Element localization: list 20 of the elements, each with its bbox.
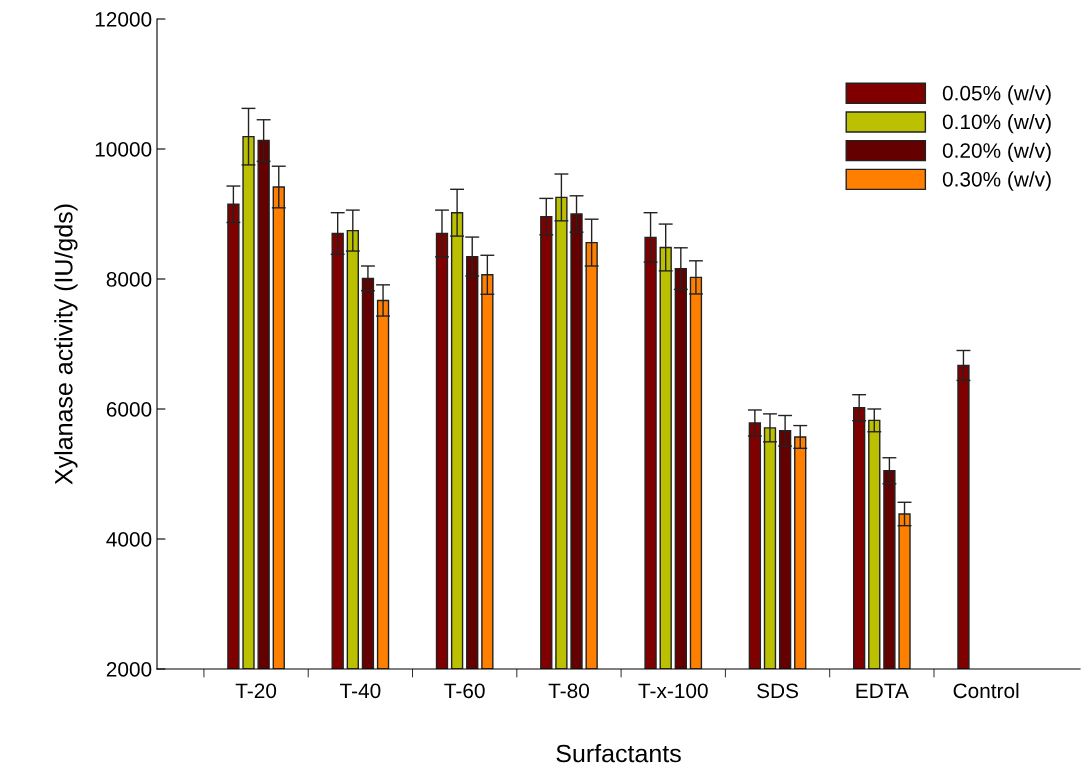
legend-label: 0.20% (w/v) xyxy=(942,142,1051,163)
y-tick-label: 12000 xyxy=(95,12,152,27)
y-tick-label: 4000 xyxy=(106,532,152,547)
y-tick-label: 6000 xyxy=(106,402,152,417)
y-tick-label: 2000 xyxy=(106,662,152,677)
x-tick-label: SDS xyxy=(757,683,799,699)
legend-label: 0.05% (w/v) xyxy=(942,85,1051,105)
x-tick-label: EDTA xyxy=(856,683,909,698)
x-tick-label: Control xyxy=(953,682,1019,699)
x-tick-label: T-60 xyxy=(444,683,485,699)
legend-label: 0.10% (w/v) xyxy=(942,113,1051,134)
x-tick-label: T-80 xyxy=(548,683,589,699)
y-tick-label: 10000 xyxy=(95,142,152,157)
x-tick-label: T-x-100 xyxy=(638,683,708,699)
x-tick-label: T-40 xyxy=(340,683,381,699)
y-axis-title: Xylanase activity (IU/gds) xyxy=(54,204,78,485)
x-tick-label: T-20 xyxy=(235,683,277,699)
x-axis-title: Surfactants xyxy=(556,744,681,763)
y-tick-label: 8000 xyxy=(106,272,152,287)
legend-label: 0.30% (w/v) xyxy=(942,171,1051,191)
